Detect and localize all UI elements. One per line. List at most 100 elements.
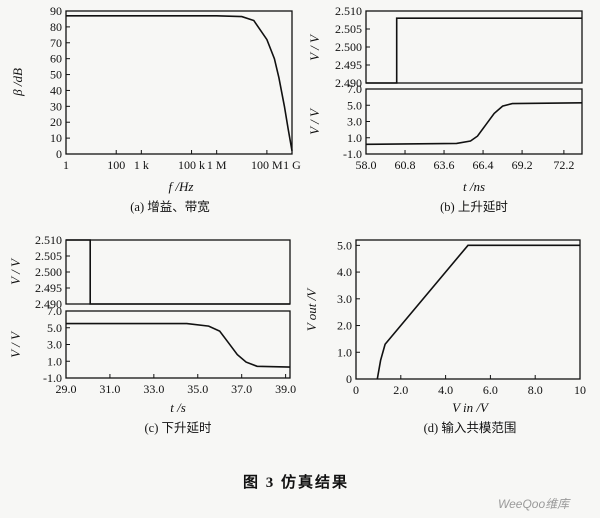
caption-a: (a) 增益、带宽	[130, 199, 210, 214]
plot-c-input-step	[66, 239, 290, 305]
plot-c-output-fall	[66, 322, 291, 368]
plot-d-frame	[355, 239, 581, 380]
plot-a-x-tick-label: 1 k	[134, 158, 149, 172]
plot-b-x-tick-label: 69.2	[512, 158, 533, 172]
plot-b-x-tick-label: 63.6	[434, 158, 455, 172]
plot-d-y-tick-label: 3.0	[337, 292, 352, 306]
plot-c-top-y-tick-label: 2.505	[35, 249, 62, 263]
plot-d-x-tick-label: 10	[574, 383, 586, 397]
plot-b-top-y-tick-label: 2.505	[335, 22, 362, 36]
plot-d-x-tick-label: 0	[353, 383, 359, 397]
plot-d-x-tick-label: 4.0	[438, 383, 453, 397]
caption-c: (c) 下升延时	[145, 421, 212, 435]
plot-b-top-y-tick-label: 2.500	[335, 40, 362, 54]
plot-b-x-tick-label: 72.2	[553, 158, 574, 172]
plot-a-gain-curve	[66, 15, 293, 151]
plot-a-x-tick-label: 100 M	[251, 158, 283, 172]
plot-a-x-tick-label: 100 k	[178, 158, 205, 172]
plot-a-frame	[65, 10, 293, 155]
plot-d-x-tick-label: 6.0	[483, 383, 498, 397]
plot-c-x-tick-label: 37.0	[231, 382, 252, 396]
plot-b-x-tick-label: 66.4	[473, 158, 494, 172]
plot-b-x-tick-label: 58.0	[356, 158, 377, 172]
plot-b-x-tick-label: 60.8	[395, 158, 416, 172]
caption-b: (b) 上升延时	[440, 200, 508, 214]
plot-c-bottom-y-tick-label: 1.0	[47, 354, 62, 368]
plot-a-y-tick-label: 90	[50, 4, 62, 18]
plot-c-bottom-frame	[65, 310, 291, 379]
plot-a-ylabel: β /dB	[10, 68, 25, 97]
plot-c-x-tick-label: 35.0	[187, 382, 208, 396]
plot-d-y-tick-label: 1.0	[337, 345, 352, 359]
plot-b-bottom-ylabel: V / V	[307, 107, 322, 135]
plot-a-y-tick-label: 80	[50, 20, 62, 34]
plot-c-x-tick-label: 33.0	[143, 382, 164, 396]
plot-c-bottom-y-tick-label: -1.0	[43, 371, 62, 385]
plot-d-ylabel: V out /V	[304, 287, 319, 331]
plot-a-y-tick-label: 30	[50, 99, 62, 113]
plot-a-y-tick-label: 60	[50, 52, 62, 66]
plot-c-x-tick-label: 39.0	[275, 382, 296, 396]
plot-d-y-tick-label: 0	[346, 372, 352, 386]
plot-c-top-y-tick-label: 2.490	[35, 297, 62, 311]
panel-d: 0 1.0 2.0 3.0 4.0 5.0 0 2.0 4.0 6.0 8.0 10 V out /…	[304, 238, 586, 435]
plot-c-x-tick-label: 31.0	[99, 382, 120, 396]
plot-b-bottom-y-tick-label: 5.0	[347, 98, 362, 112]
panel-b: 2.510 2.505 2.500 2.495 2.490 7.0 5.0 3.0 1.0 -1…	[307, 4, 583, 214]
plot-c-bottom-y-ticks: 7.0 5.0 3.0 1.0 -1.0	[43, 304, 70, 385]
plot-c-x-ticks: 29.0 31.0 33.0 35.0 37.0 39.0	[56, 374, 296, 396]
plot-b-bottom-y-tick-label: 7.0	[347, 82, 362, 96]
plot-c-top-ylabel: V / V	[8, 257, 23, 285]
plot-b-top-frame	[365, 10, 583, 84]
plot-a-y-tick-label: 10	[50, 131, 62, 145]
plot-a-y-tick-label: 0	[56, 147, 62, 161]
plot-c-bottom-y-tick-label: 7.0	[47, 304, 62, 318]
plot-d-xlabel: V in /V	[452, 400, 490, 415]
plot-d-transfer-curve	[376, 244, 580, 380]
plot-d-y-ticks: 0 1.0 2.0 3.0 4.0 5.0	[337, 238, 360, 386]
plot-c-bottom-y-tick-label: 3.0	[47, 338, 62, 352]
plot-c-bottom-y-tick-label: 5.0	[47, 321, 62, 335]
plot-b-x-ticks: 58.0 60.8 63.6 66.4 69.2 72.2	[356, 150, 574, 172]
caption-d: (d) 输入共模范围	[424, 420, 517, 435]
plot-b-output-rise	[365, 102, 583, 146]
plot-b-top-y-tick-label: 2.495	[335, 58, 362, 72]
plot-d-x-tick-label: 8.0	[528, 383, 543, 397]
plot-b-xlabel: t /ns	[463, 179, 485, 194]
plot-b-top-ylabel: V / V	[307, 33, 322, 61]
plot-d-x-ticks: 0 2.0 4.0 6.0 8.0 10	[353, 375, 586, 397]
plot-c-top-y-ticks: 2.510 2.505 2.500 2.495 2.490	[35, 233, 70, 311]
plot-b-top-y-ticks: 2.510 2.505 2.500 2.495 2.490	[335, 4, 370, 90]
plot-a-x-tick-label: 1 M	[207, 158, 227, 172]
plot-a-x-tick-label: 100	[107, 158, 125, 172]
plot-c-bottom-ylabel: V / V	[8, 330, 23, 358]
plot-d-y-tick-label: 4.0	[337, 265, 352, 279]
plot-a-y-tick-label: 50	[50, 68, 62, 82]
plot-d-y-tick-label: 5.0	[337, 238, 352, 252]
plot-c-top-y-tick-label: 2.500	[35, 265, 62, 279]
plot-c-x-tick-label: 29.0	[56, 382, 77, 396]
plot-b-input-step	[366, 17, 582, 84]
plot-b-bottom-y-ticks: 7.0 5.0 3.0 1.0 -1.0	[343, 82, 370, 161]
plot-a-y-tick-label: 40	[50, 83, 62, 97]
plot-a-y-tick-label: 20	[50, 115, 62, 129]
watermark-text: WeeQoo维库	[498, 497, 571, 511]
plot-a-y-tick-label: 70	[50, 36, 62, 50]
plot-a-x-tick-label: 1	[63, 158, 69, 172]
plot-c-top-y-tick-label: 2.495	[35, 281, 62, 295]
figure-caption: 图 3 仿真结果	[243, 473, 349, 491]
plot-a-xlabel: f /Hz	[169, 179, 194, 194]
plot-b-bottom-y-tick-label: -1.0	[343, 147, 362, 161]
plot-c-xlabel: t /s	[170, 400, 186, 415]
plot-b-top-y-tick-label: 2.510	[335, 4, 362, 18]
plot-a-x-tick-label: 1 G	[283, 158, 301, 172]
plot-b-bottom-y-tick-label: 3.0	[347, 115, 362, 129]
plot-c-top-y-tick-label: 2.510	[35, 233, 62, 247]
panel-c: 2.510 2.505 2.500 2.495 2.490 7.0 5.0 3.0 1.0 -1…	[8, 233, 296, 435]
plot-b-top-y-tick-label: 2.490	[335, 76, 362, 90]
plot-d-x-tick-label: 2.0	[393, 383, 408, 397]
